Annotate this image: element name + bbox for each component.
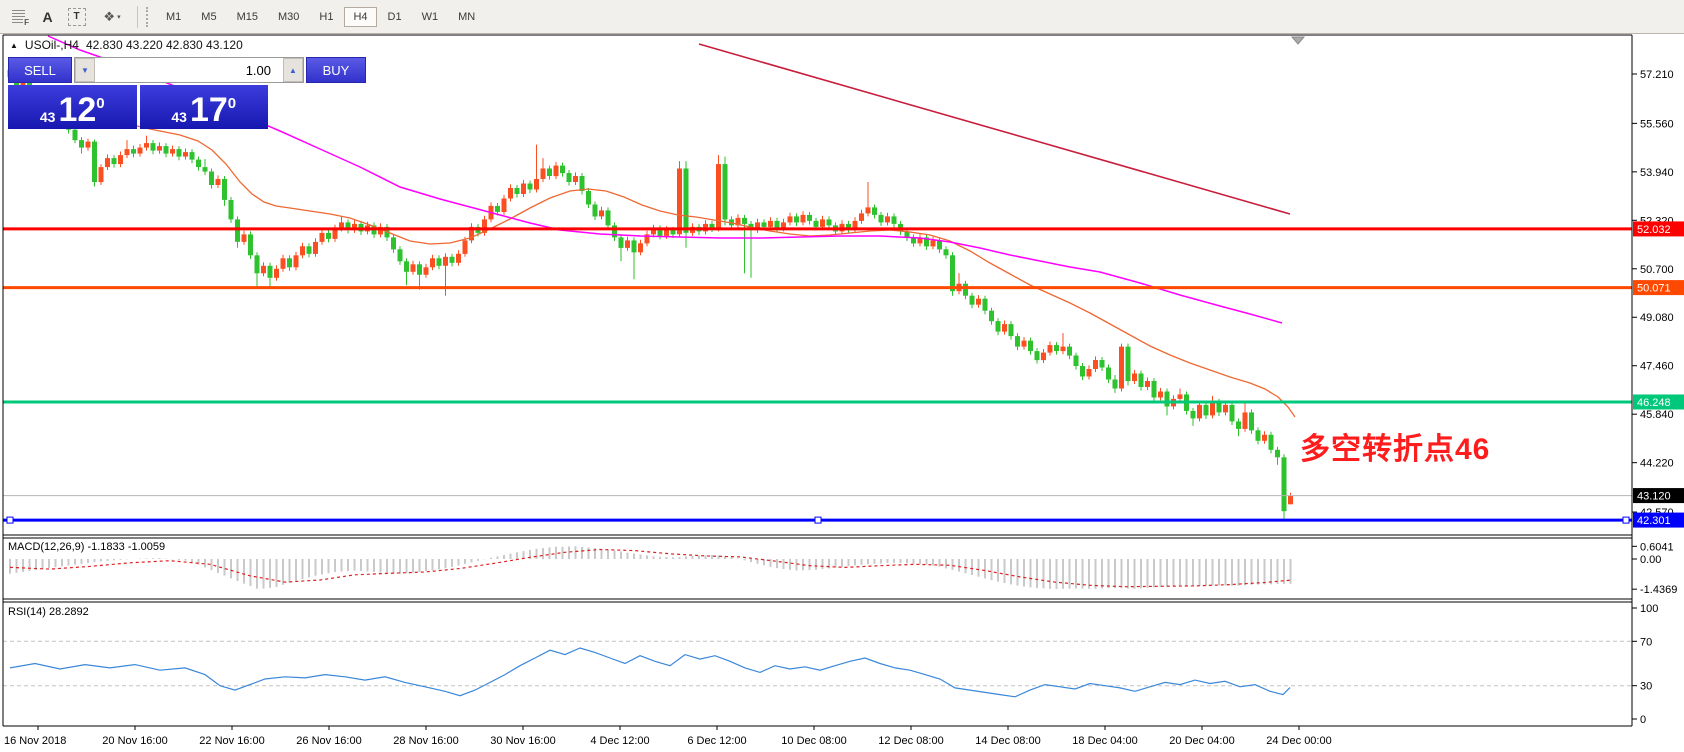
chart-symbol-header: ▲ USOil-,H4 42.830 43.220 42.830 43.120	[10, 38, 243, 52]
timeframe-button-group: M1 M5 M15 M30 H1 H4 D1 W1 MN	[156, 6, 485, 27]
ohlc-values: 42.830 43.220 42.830 43.120	[85, 38, 243, 52]
target-line-42301-badge-text: 42.301	[1637, 515, 1671, 527]
price-tick-50.700: 50.700	[1640, 264, 1674, 276]
symbol-timeframe-label: USOil-,H4	[24, 38, 79, 52]
candlestick-series	[7, 65, 1293, 519]
tf-button-w1[interactable]: W1	[421, 10, 439, 23]
time-label-3: 26 Nov 16:00	[296, 735, 361, 747]
volume-decrease-button[interactable]: ▼	[75, 58, 95, 82]
time-label-6: 4 Dec 12:00	[590, 735, 649, 747]
grid-glyph: F	[12, 10, 29, 27]
bid-big-figure: 43	[39, 108, 56, 125]
ma-fast-line	[87, 104, 1296, 418]
bid-price-display[interactable]: 43 12 0	[8, 85, 137, 129]
volume-spinner: ▼ ▲	[74, 57, 304, 83]
line-handle-0[interactable]	[6, 516, 14, 524]
toolbar-drag-handle[interactable]	[146, 6, 152, 27]
price-tick-57.210: 57.210	[1640, 69, 1674, 81]
toolbar: F A T ❖ ▾ M1 M5 M15 M30 H1 H4 D1 W1 MN	[0, 0, 1684, 34]
chevron-down-icon: ▾	[117, 13, 121, 21]
target-line-42301-badge	[1633, 512, 1684, 528]
volume-increase-button[interactable]: ▲	[283, 58, 303, 82]
price-tick-45.840: 45.840	[1640, 409, 1674, 421]
ask-pips: 17	[189, 91, 228, 130]
time-label-0: 16 Nov 2018	[4, 735, 66, 747]
macd-axis-0.6041: 0.6041	[1640, 541, 1674, 553]
chart-shift-marker-icon[interactable]	[1290, 36, 1306, 45]
tf-button-h4[interactable]: H4	[344, 6, 377, 27]
pivot-line-46248-badge	[1633, 394, 1684, 410]
text-label-icon[interactable]: A	[34, 5, 61, 29]
rsi-line	[9, 647, 1291, 698]
macd-signal-line	[9, 548, 1291, 588]
arrow-objects-icon[interactable]: ❖ ▾	[92, 5, 132, 29]
time-label-2: 22 Nov 16:00	[199, 735, 264, 747]
time-label-12: 20 Dec 04:00	[1169, 735, 1234, 747]
macd-histogram	[9, 546, 1292, 589]
price-tick-47.460: 47.460	[1640, 361, 1674, 373]
tf-button-mn[interactable]: MN	[458, 10, 476, 23]
current-price-badge	[1633, 488, 1684, 504]
time-label-1: 20 Nov 16:00	[102, 735, 167, 747]
volume-input[interactable]	[95, 58, 283, 82]
rsi-axis-70: 70	[1640, 636, 1652, 648]
macd-indicator-label: MACD(12,26,9) -1.1833 -1.0059	[8, 541, 166, 553]
resistance-line-52032-badge-text: 52.032	[1637, 224, 1671, 236]
time-label-9: 12 Dec 08:00	[878, 735, 943, 747]
arrows-glyph: ❖	[103, 8, 116, 24]
tf-button-m5[interactable]: M5	[201, 10, 217, 23]
text-box-icon[interactable]: T	[63, 5, 90, 29]
tf-button-m15[interactable]: M15	[236, 10, 258, 23]
rsi-axis-100: 100	[1640, 603, 1658, 615]
tf-button-h1[interactable]: H1	[319, 10, 334, 23]
tf-button-d1[interactable]: D1	[387, 10, 402, 23]
time-label-7: 6 Dec 12:00	[687, 735, 746, 747]
support-line-50071-badge-text: 50.071	[1637, 283, 1671, 295]
direction-up-icon: ▲	[10, 40, 18, 50]
resistance-line-52032-badge	[1633, 221, 1684, 237]
ask-big-figure: 43	[171, 108, 187, 125]
time-label-11: 18 Dec 04:00	[1072, 735, 1137, 747]
descending-trendline[interactable]	[698, 43, 1291, 215]
tf-button-m1[interactable]: M1	[166, 10, 182, 23]
price-tick-44.220: 44.220	[1640, 458, 1674, 470]
time-label-8: 10 Dec 08:00	[781, 735, 846, 747]
price-tick-49.080: 49.080	[1640, 312, 1674, 324]
rsi-axis-30: 30	[1640, 681, 1652, 693]
support-line-50071-badge	[1633, 280, 1684, 296]
pivot-line-46248-badge-text: 46.248	[1637, 397, 1671, 409]
t-glyph: T	[67, 7, 86, 26]
time-label-4: 28 Nov 16:00	[393, 735, 458, 747]
rsi-indicator-label: RSI(14) 28.2892	[8, 606, 89, 618]
time-label-13: 24 Dec 00:00	[1266, 735, 1331, 747]
tf-button-m30[interactable]: M30	[277, 10, 300, 23]
sell-button[interactable]: SELL	[8, 57, 72, 83]
line-handle-2[interactable]	[1622, 516, 1630, 524]
a-glyph: A	[42, 8, 53, 25]
ask-pipette: 0	[227, 95, 237, 112]
price-tick-55.560: 55.560	[1640, 118, 1674, 130]
macd-axis-0.00: 0.00	[1640, 554, 1661, 566]
one-click-trade-panel: SELL ▼ ▲ BUY 43 12 0 43 17 0	[8, 57, 366, 130]
macd-axis--1.4369: -1.4369	[1640, 584, 1677, 596]
ask-price-display[interactable]: 43 17 0	[139, 85, 268, 130]
price-tick-53.940: 53.940	[1640, 167, 1674, 179]
charts-grid-icon[interactable]: F	[5, 5, 32, 29]
line-handle-1[interactable]	[814, 516, 822, 524]
bid-pips: 12	[58, 91, 97, 130]
time-label-5: 30 Nov 16:00	[490, 735, 555, 747]
toolbar-separator	[137, 5, 138, 28]
chart-text-annotation[interactable]: 多空转折点46	[1300, 433, 1491, 466]
buy-button[interactable]: BUY	[306, 57, 366, 83]
grid-f-label: F	[23, 18, 29, 27]
current-price-badge-text: 43.120	[1637, 491, 1671, 503]
rsi-axis-0: 0	[1640, 714, 1646, 726]
time-label-10: 14 Dec 08:00	[975, 735, 1040, 747]
bid-pipette: 0	[96, 95, 105, 112]
